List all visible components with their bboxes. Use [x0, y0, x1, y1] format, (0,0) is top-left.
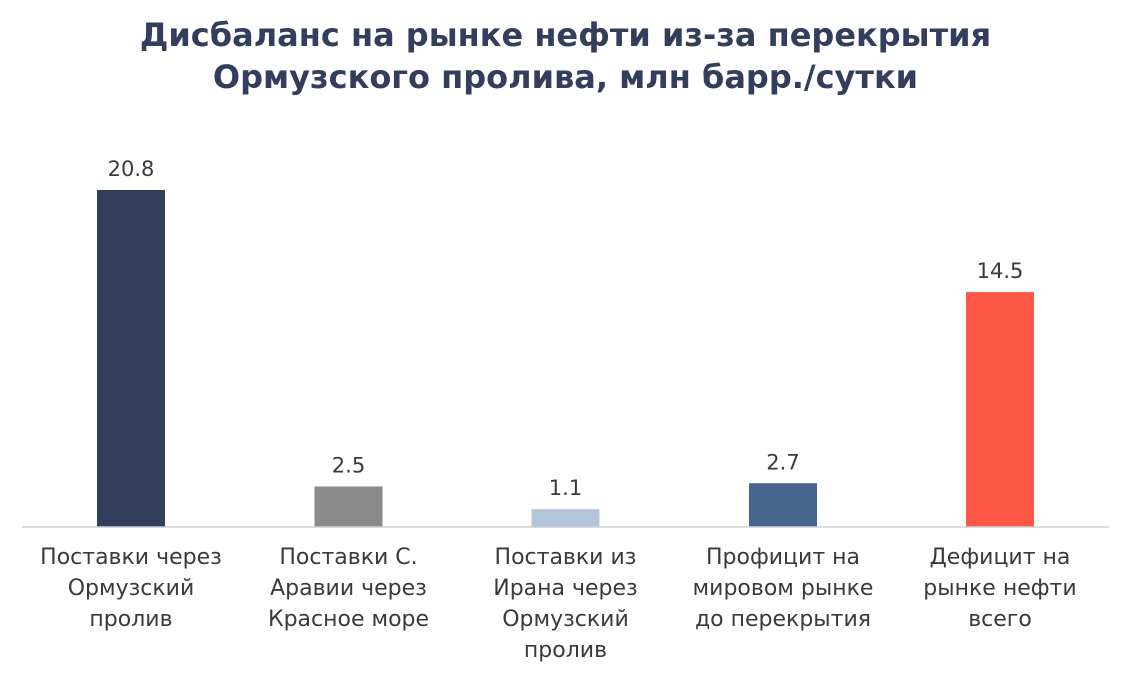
chart-title-line-1: Дисбаланс на рынке нефти из-за перекрыти…	[139, 16, 992, 54]
category-label-line: Поставки через	[40, 545, 222, 570]
category-label-line: Ирана через	[493, 576, 638, 601]
category-label-line: рынке нефти	[923, 576, 1077, 601]
category-label-line: Красное море	[267, 607, 430, 632]
category-label-line: всего	[968, 607, 1032, 632]
value-label-4: 2.7	[766, 450, 799, 474]
category-label-3: Поставки из Ирана через Ормузский пролив	[456, 542, 676, 666]
value-label-3: 1.1	[549, 476, 582, 500]
category-label-line: Ормузский	[502, 607, 629, 632]
category-label-5: Дефицит на рынке нефти всего	[890, 542, 1110, 635]
category-label-line: мировом рынке	[692, 576, 874, 601]
category-label-line: до перекрытия	[694, 607, 872, 632]
chart-title: Дисбаланс на рынке нефти из-за перекрыти…	[0, 14, 1131, 98]
value-label-2: 2.5	[332, 453, 365, 477]
category-label-line: Дефицит на	[929, 545, 1071, 570]
bar-4	[749, 483, 817, 527]
bars-layer	[97, 190, 1034, 527]
value-label-1: 20.8	[108, 157, 155, 181]
category-label-1: Поставки через Ормузский пролив	[21, 542, 241, 635]
category-label-line: пролив	[523, 638, 608, 663]
chart-title-line-2: Ормузского пролива, млн барр./сутки	[212, 58, 919, 96]
category-label-line: Поставки С.	[279, 545, 418, 570]
value-label-5: 14.5	[977, 259, 1024, 283]
bar-1	[97, 190, 165, 527]
category-label-line: Ормузский	[67, 576, 195, 601]
bar-5	[966, 292, 1034, 527]
bar-2	[314, 486, 383, 527]
category-label-line: пролив	[89, 607, 173, 632]
category-label-4: Профицит на мировом рынке до перекрытия	[673, 542, 893, 635]
value-labels-layer: 20.8 2.5 1.1 2.7 14.5	[108, 157, 1024, 500]
category-label-line: Аравии через	[270, 576, 427, 601]
category-label-line: Профицит на	[705, 545, 861, 570]
bar-3	[531, 509, 600, 527]
category-label-line: Поставки из	[494, 545, 637, 570]
category-label-2: Поставки С. Аравии через Красное море	[239, 542, 459, 635]
